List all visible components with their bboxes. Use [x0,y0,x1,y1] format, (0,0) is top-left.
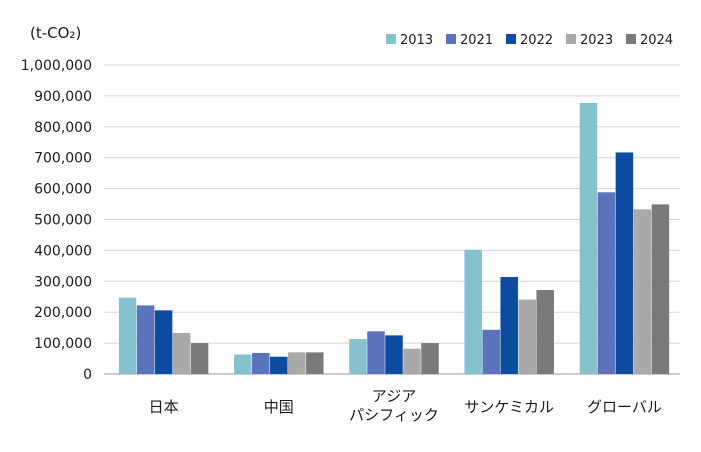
legend-swatch [446,34,456,44]
bar-2023 [172,332,191,374]
legend-item-2021: 2021 [446,33,493,48]
bar-2021 [136,305,155,374]
bar-2023 [633,209,652,374]
y-tick-label: 1,000,000 [21,58,92,74]
y-tick-label: 500,000 [34,213,92,229]
y-tick-label: 0 [83,367,92,383]
legend-item-2023: 2023 [566,33,613,48]
y-tick-label: 900,000 [34,89,92,105]
bar-2023 [518,299,536,374]
legend-label: 2023 [580,33,613,48]
bar-2024 [421,343,439,374]
legend-item-2024: 2024 [626,33,673,48]
y-tick-label: 200,000 [34,305,92,321]
x-category-label: 中国 [264,398,294,416]
legend: 2013 2021 2022 2023 2024 [386,33,673,48]
y-tick-label: 700,000 [34,151,92,167]
bar-2022 [615,152,634,374]
legend-swatch [626,34,636,44]
bar-2021 [252,352,270,374]
legend-label: 2021 [460,33,493,48]
bar-2013 [464,249,482,374]
bar-2024 [306,352,324,374]
legend-label: 2013 [400,33,433,48]
bar-2021 [482,329,500,374]
legend-item-2013: 2013 [386,33,433,48]
bar-2013 [118,297,137,374]
bar-2024 [536,289,554,374]
bar-2024 [190,343,209,374]
y-tick-label: 100,000 [34,336,92,352]
bar-2022 [385,335,403,374]
legend-label: 2022 [520,33,553,48]
y-axis-tick-labels: 0 100,000 200,000 300,000 400,000 500,000 600,… [21,58,92,383]
x-category-label: グローバル [587,398,662,416]
bar-2023 [403,348,421,374]
x-category-label: アジアパシフィック [349,387,439,424]
bar-2013 [349,339,367,374]
legend-label: 2024 [640,33,673,48]
x-axis-category-labels: 日本 中国 アジアパシフィック サンケミカル グローバル [149,387,662,424]
legend-swatch [566,34,576,44]
x-category-label: 日本 [149,398,179,416]
bar-2022 [500,276,518,374]
x-category-label: サンケミカル [464,398,554,416]
legend-swatch [506,34,516,44]
bar-2021 [597,192,616,374]
y-tick-label: 800,000 [34,120,92,136]
bars [118,103,670,374]
legend-item-2022: 2022 [506,33,553,48]
bar-2023 [288,352,306,374]
bar-2013 [234,354,252,374]
bar-2021 [367,331,385,374]
y-tick-label: 400,000 [34,243,92,259]
bar-2024 [651,204,670,374]
bar-2022 [270,356,288,374]
bar-2013 [579,103,598,374]
y-unit-label: (t-CO₂) [30,24,81,42]
y-tick-label: 600,000 [34,182,92,198]
y-tick-label: 300,000 [34,274,92,290]
bar-2022 [154,310,173,374]
legend-swatch [386,34,396,44]
